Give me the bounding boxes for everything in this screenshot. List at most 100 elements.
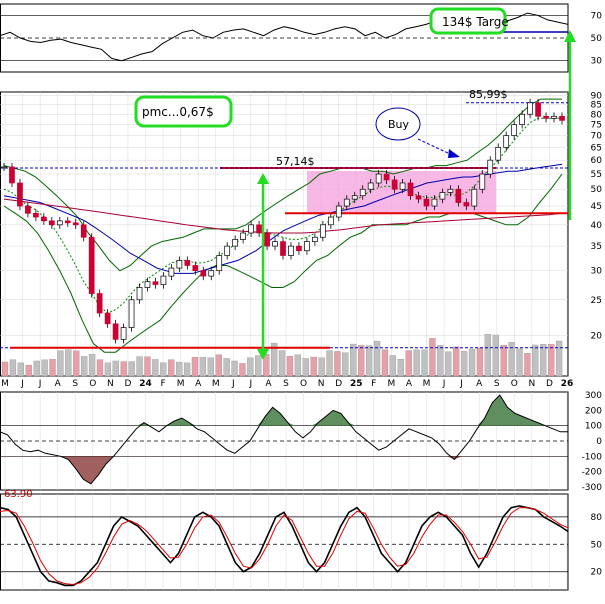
volume-bar xyxy=(302,358,309,377)
volume-bar xyxy=(1,361,9,377)
x-tick-label: M xyxy=(423,379,431,389)
candle-body xyxy=(216,255,223,272)
x-tick-label: O xyxy=(511,379,518,389)
x-tick-label: D xyxy=(124,379,131,389)
candle-body xyxy=(168,267,175,277)
candle-body xyxy=(391,179,398,190)
candle-body xyxy=(407,182,414,197)
candle-body xyxy=(415,195,422,200)
price-tick-label: 85 xyxy=(591,101,602,111)
x-tick-label: 24 xyxy=(139,379,152,389)
x-tick-label: J xyxy=(20,379,24,389)
volume-bar xyxy=(183,362,191,377)
price-tick-label: 90 xyxy=(591,92,603,102)
x-tick-label: O xyxy=(89,379,96,389)
x-tick-label: 26 xyxy=(561,379,574,389)
price-tick-label: 75 xyxy=(591,121,602,131)
x-tick-label: N xyxy=(529,379,536,389)
resistance-label: 57,14$ xyxy=(276,155,315,168)
volume-bar xyxy=(41,359,48,377)
candle-body xyxy=(248,224,254,234)
candle-body xyxy=(535,102,541,117)
volume-bar xyxy=(373,340,381,377)
candle-body xyxy=(335,205,342,218)
candle-body xyxy=(272,241,278,247)
pmc-label-box xyxy=(134,95,233,128)
target-label-box xyxy=(429,7,507,35)
candle-body xyxy=(471,188,478,207)
volume-bar xyxy=(484,333,491,377)
stoch-frame xyxy=(0,493,569,591)
volume-bar xyxy=(516,348,523,377)
high-label: 85,99$ xyxy=(469,88,508,101)
volume-bar xyxy=(152,359,159,377)
candle-body xyxy=(527,102,533,115)
cci-line xyxy=(0,394,568,485)
volume-bar xyxy=(524,353,531,377)
stoch-tick-label: 80 xyxy=(591,513,603,523)
volume-bar xyxy=(286,356,294,377)
volume-bar xyxy=(453,346,460,377)
candle-body xyxy=(208,270,215,277)
volume-bar xyxy=(294,354,302,377)
candle-body xyxy=(1,166,7,169)
stoch-tick-label: 20 xyxy=(591,568,603,578)
candle-body xyxy=(48,220,55,226)
candle-body xyxy=(232,239,239,247)
candle-body xyxy=(439,192,446,200)
x-tick-label: M xyxy=(212,379,220,389)
x-tick-label: J xyxy=(459,379,463,389)
x-tick-label: F xyxy=(371,379,376,389)
volume-bar xyxy=(429,338,436,377)
price-tick-label: 80 xyxy=(591,110,603,120)
volume-bar xyxy=(96,359,104,377)
volume-bar xyxy=(508,342,515,377)
stoch-d-line xyxy=(0,507,569,586)
sma-long-line xyxy=(3,198,563,234)
x-tick-label: N xyxy=(318,379,325,389)
cci-panel xyxy=(0,394,568,485)
volume-bar xyxy=(492,334,499,377)
candle-body xyxy=(41,216,47,222)
candle-body xyxy=(351,195,358,200)
volume-bar xyxy=(437,345,444,377)
candle-body xyxy=(112,323,119,340)
volume-bar xyxy=(239,363,246,377)
price-tick-label: 55 xyxy=(591,170,602,180)
volume-bar xyxy=(25,364,32,377)
x-tick-label: 25 xyxy=(350,379,363,389)
x-tick-label: M xyxy=(387,379,395,389)
x-tick-label: S xyxy=(283,379,289,389)
axis-ticks: 7050309085807570656055504540353025203002… xyxy=(1,11,602,577)
cci-tick-label: -200 xyxy=(582,468,603,478)
volume-bar xyxy=(9,359,17,377)
candle-body xyxy=(423,198,430,207)
x-tick-label: S xyxy=(72,379,78,389)
candle-body xyxy=(543,115,549,119)
x-tick-label: D xyxy=(335,379,342,389)
volume-bar xyxy=(389,355,397,377)
candle-body xyxy=(296,245,302,252)
candle-body xyxy=(288,245,294,256)
buy-arrow xyxy=(417,138,451,155)
volume-bar xyxy=(350,343,357,377)
volume-bar xyxy=(88,354,96,377)
volume-bar xyxy=(120,361,127,377)
cci-tick-label: 0 xyxy=(596,437,602,447)
candle-body xyxy=(80,224,87,238)
volume-bar xyxy=(33,360,40,377)
x-tick-label: J xyxy=(249,379,253,389)
candle-body xyxy=(375,173,382,184)
candle-body xyxy=(264,232,270,247)
cci-tick-label: 200 xyxy=(585,406,602,416)
candle-body xyxy=(559,115,565,121)
rsi-tick-label: 70 xyxy=(591,11,603,21)
volume-bar xyxy=(136,356,143,377)
candle-body xyxy=(304,241,310,252)
volume-bar xyxy=(413,349,420,377)
candle-body xyxy=(104,312,111,325)
candle-body xyxy=(64,220,71,224)
candle-body xyxy=(447,188,454,193)
x-tick-label: A xyxy=(195,379,202,389)
cci-tick-label: -300 xyxy=(582,483,603,493)
